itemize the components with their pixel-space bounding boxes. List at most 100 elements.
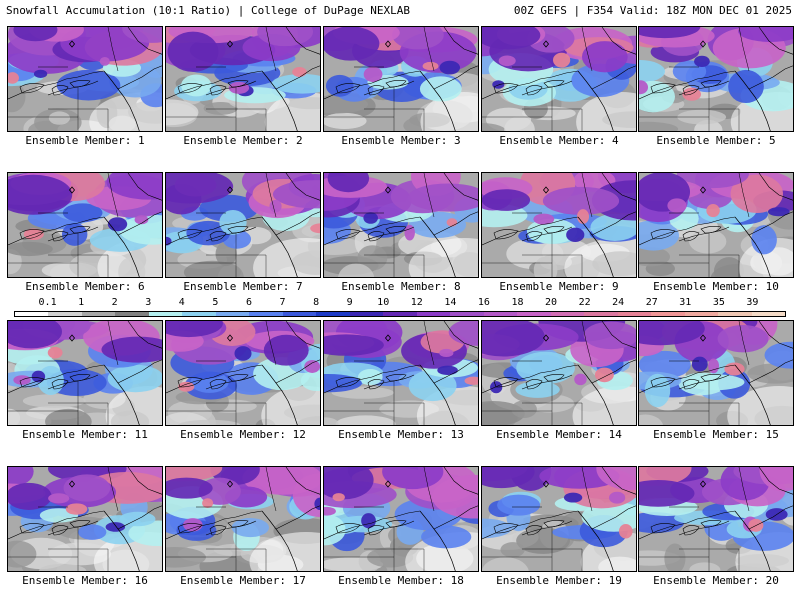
snowfall-map-member-12 (165, 320, 321, 426)
snowfall-field-map (639, 173, 793, 277)
colorbar-tick-label: 5 (212, 297, 219, 308)
snowfall-map-member-7 (165, 172, 321, 278)
ensemble-member-label: Ensemble Member: 8 (341, 280, 461, 293)
snowfall-map-member-6 (7, 172, 163, 278)
ensemble-member-label: Ensemble Member: 17 (180, 574, 306, 587)
ensemble-member-label: Ensemble Member: 12 (180, 428, 306, 441)
colorbar-segment (416, 312, 451, 316)
colorbar-segment (349, 312, 384, 316)
station-marker-icon (384, 480, 392, 488)
station-marker-icon (226, 334, 234, 342)
ensemble-member-label: Ensemble Member: 16 (22, 574, 148, 587)
colorbar-tick-label: 31 (679, 297, 692, 308)
snowfall-field-map (8, 173, 162, 277)
snowfall-map-member-14 (481, 320, 637, 426)
snowfall-map-member-19 (481, 466, 637, 572)
snowfall-map-member-16 (7, 466, 163, 572)
ensemble-member-label: Ensemble Member: 2 (183, 134, 303, 147)
snowfall-field-map (482, 27, 636, 131)
snowfall-map-member-20 (638, 466, 794, 572)
snowfall-map-member-15 (638, 320, 794, 426)
station-marker-icon (384, 334, 392, 342)
station-marker-icon (542, 334, 550, 342)
colorbar-tick-label: 16 (477, 297, 490, 308)
model-run-info: 00Z GEFS | F354 Valid: 18Z MON DEC 01 20… (513, 4, 792, 17)
colorbar-tick-label: 39 (746, 297, 759, 308)
snowfall-map-member-8 (323, 172, 479, 278)
colorbar-tick-label: 20 (545, 297, 558, 308)
ensemble-member-label: Ensemble Member: 1 (25, 134, 145, 147)
map-title: Snowfall Accumulation (10:1 Ratio) | Col… (6, 4, 410, 17)
snowfall-map-member-5 (638, 26, 794, 132)
colorbar-tick-label: 1 (78, 297, 85, 308)
snowfall-map-member-4 (481, 26, 637, 132)
ensemble-member-label: Ensemble Member: 11 (22, 428, 148, 441)
colorbar-tick-label: 14 (444, 297, 457, 308)
station-marker-icon (226, 480, 234, 488)
snowfall-field-map (324, 173, 478, 277)
colorbar-segment (15, 312, 49, 316)
colorbar-tick-label: 10 (377, 297, 390, 308)
ensemble-member-label: Ensemble Member: 19 (496, 574, 622, 587)
snowfall-map-member-13 (323, 320, 479, 426)
station-marker-icon (542, 40, 550, 48)
snowfall-field-map (482, 467, 636, 571)
colorbar-tick-label: 6 (245, 297, 252, 308)
ensemble-member-label: Ensemble Member: 3 (341, 134, 461, 147)
station-marker-icon (68, 334, 76, 342)
ensemble-member-label: Ensemble Member: 4 (499, 134, 619, 147)
station-marker-icon (384, 40, 392, 48)
snowfall-field-map (482, 321, 636, 425)
colorbar-segment (215, 312, 250, 316)
colorbar-segment (483, 312, 518, 316)
station-marker-icon (226, 40, 234, 48)
ensemble-member-label: Ensemble Member: 18 (338, 574, 464, 587)
snowfall-field-map (8, 321, 162, 425)
snowfall-map-member-2 (165, 26, 321, 132)
station-marker-icon (384, 186, 392, 194)
colorbar-tick-label: 12 (410, 297, 423, 308)
colorbar-tick-label: 4 (178, 297, 185, 308)
snowfall-field-map (166, 173, 320, 277)
snowfall-field-map (639, 27, 793, 131)
colorbar-tick-label: 18 (511, 297, 524, 308)
snowfall-map-member-18 (323, 466, 479, 572)
station-marker-icon (68, 186, 76, 194)
snowfall-map-member-10 (638, 172, 794, 278)
colorbar-segment (81, 312, 116, 316)
colorbar-segment (148, 312, 183, 316)
snowfall-map-member-17 (165, 466, 321, 572)
colorbar-segment (48, 312, 82, 316)
snowfall-map-member-11 (7, 320, 163, 426)
snowfall-field-map (324, 467, 478, 571)
snowfall-map-member-1 (7, 26, 163, 132)
station-marker-icon (699, 334, 707, 342)
colorbar-tick-label: 8 (313, 297, 320, 308)
colorbar-segment (282, 312, 317, 316)
snowfall-field-map (8, 467, 162, 571)
snowfall-field-map (166, 321, 320, 425)
snowfall-field-map (166, 467, 320, 571)
snowfall-colorbar (14, 311, 786, 317)
snowfall-field-map (166, 27, 320, 131)
ensemble-member-label: Ensemble Member: 9 (499, 280, 619, 293)
station-marker-icon (226, 186, 234, 194)
colorbar-segment (316, 312, 350, 316)
colorbar-tick-label: 27 (645, 297, 658, 308)
colorbar-segment (651, 312, 685, 316)
colorbar-segment (751, 312, 786, 316)
snowfall-field-map (324, 321, 478, 425)
colorbar-tick-label: 22 (578, 297, 591, 308)
snowfall-field-map (324, 27, 478, 131)
colorbar-segment (450, 312, 484, 316)
colorbar-segment (584, 312, 618, 316)
colorbar-tick-label: 35 (712, 297, 725, 308)
station-marker-icon (542, 186, 550, 194)
colorbar-tick-label: 7 (279, 297, 286, 308)
ensemble-member-label: Ensemble Member: 20 (653, 574, 779, 587)
ensemble-member-label: Ensemble Member: 5 (656, 134, 776, 147)
station-marker-icon (699, 480, 707, 488)
snowfall-field-map (639, 467, 793, 571)
colorbar-segment (517, 312, 551, 316)
station-marker-icon (699, 186, 707, 194)
